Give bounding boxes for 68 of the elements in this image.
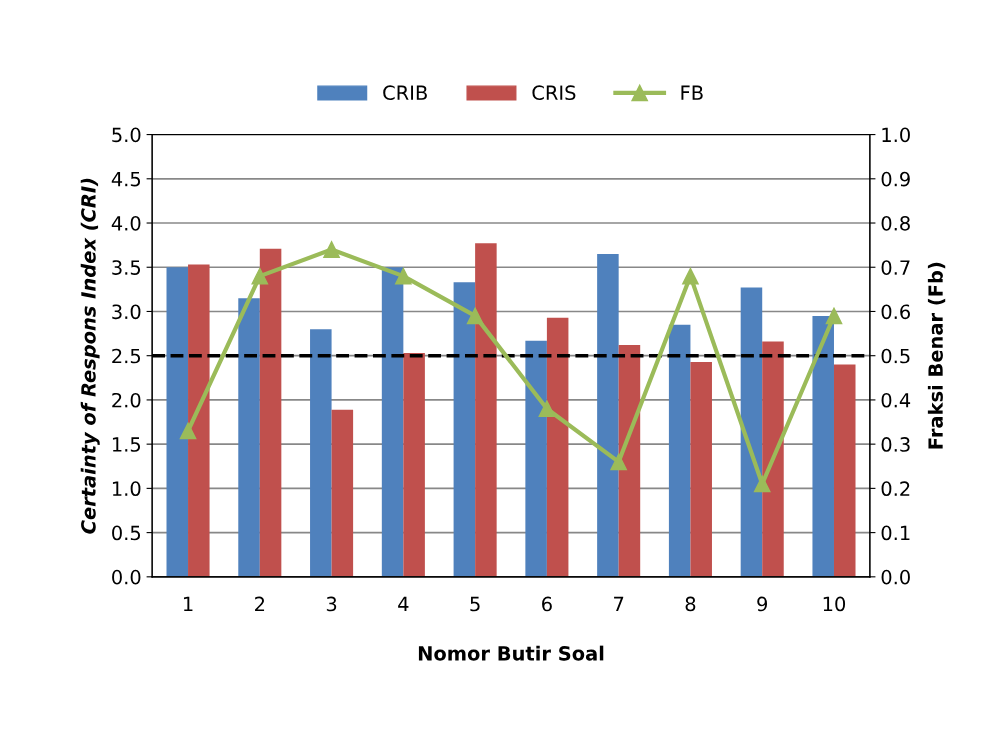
point [682,267,699,285]
bar [166,267,189,577]
point [395,267,412,285]
legend-label: CRIS [532,85,576,101]
point [753,475,771,493]
x-axis-title: Nomor Butir Soal [418,645,604,661]
y-tick-label: 5.0 [112,127,141,143]
bar [546,317,569,577]
y2-tick-label: 0.1 [881,525,910,541]
y2-tick-label: 0.6 [881,304,910,320]
y2-tick-label: 0.4 [881,392,911,408]
bar [331,409,354,577]
bar [403,353,425,577]
bar [453,282,476,577]
y-tick-label: 2.0 [112,392,141,408]
bar [597,253,619,577]
x-tick-label: 3 [326,596,337,612]
y-tick-label: 2.5 [112,348,141,364]
bar [188,264,210,577]
bar [618,345,641,577]
bar [475,243,497,577]
bar [668,324,691,577]
y2-tick-label: 0.0 [881,569,910,585]
bar [812,315,834,577]
x-tick-label: 1 [183,596,193,612]
x-tick-label: 2 [255,596,265,612]
y2-tick-label: 0.9 [881,171,910,187]
x-tick-label: 10 [823,596,846,612]
y-tick-label: 1.5 [112,437,141,452]
point [538,400,556,418]
y-tick-label: 1.0 [112,481,141,497]
point [610,453,628,471]
bar [259,248,282,577]
point [251,267,269,285]
point [825,307,843,325]
x-tick-label: 5 [470,596,480,612]
bar [381,267,404,577]
x-tick-label: 7 [614,596,624,612]
y2-tick-label: 1.0 [882,127,910,143]
x-tick-label: 9 [757,596,768,612]
bar [238,298,260,577]
bar [690,361,712,577]
x-tick-label: 6 [542,596,552,612]
bar [525,340,547,577]
x-tick-label: 4 [398,596,409,612]
legend-label: FB [681,85,703,100]
y-tick-label: 3.0 [112,304,141,320]
y2-tick-label: 0.3 [881,437,910,452]
y2-tick-label: 0.7 [881,260,910,275]
y2-tick-label: 0.5 [881,348,910,364]
y-tick-label: 3.5 [112,260,141,275]
legend-label: CRIB [383,85,427,101]
point [466,307,484,325]
x-tick-label: 8 [685,596,696,612]
y2-tick-label: 0.2 [881,481,910,497]
y-tick-label: 0.5 [112,525,141,541]
bar [762,341,784,577]
y2-axis-title: Fraksi Benar (Fb) [927,262,946,449]
y-tick-label: 0.0 [112,569,141,585]
y-tick-label: 4.0 [111,215,141,231]
y-tick-label: 4.5 [111,172,141,187]
bar [740,287,763,577]
bar [833,364,856,577]
point [179,422,197,440]
y2-tick-label: 0.8 [881,215,910,231]
bar [310,329,332,577]
y-axis-title: Certainty of Respons Index (CRI) [80,178,100,534]
point [323,241,340,258]
